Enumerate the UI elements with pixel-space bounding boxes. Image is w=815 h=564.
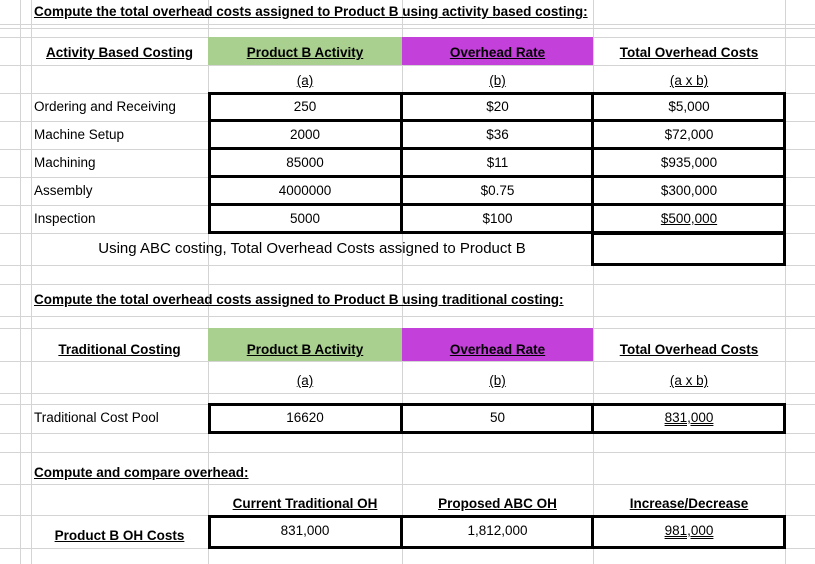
abc-row-label: Assembly: [34, 183, 93, 198]
compare-title: Compute and compare overhead:: [34, 465, 249, 480]
abc-table-border: [208, 92, 786, 234]
gridline-h: [0, 265, 815, 266]
abc-sub-b: (b): [489, 73, 506, 88]
gridline-h: [0, 65, 815, 66]
trad-header-label: Traditional Costing: [58, 342, 181, 357]
abc-row-rate[interactable]: $20: [486, 99, 509, 114]
compare-header-abc: Proposed ABC OH: [438, 496, 557, 511]
gridline-h: [0, 316, 815, 317]
header-fill-green-2: [208, 328, 402, 361]
abc-row-label: Machining: [34, 155, 96, 170]
trad-activity[interactable]: 16620: [286, 410, 324, 425]
abc-row-label: Machine Setup: [34, 127, 125, 142]
trad-sub-a: (a): [296, 373, 314, 388]
abc-row-total[interactable]: $72,000: [664, 127, 714, 142]
abc-row-rate[interactable]: $0.75: [480, 183, 515, 198]
abc-header-label: Activity Based Costing: [45, 45, 194, 60]
trad-header-activity: Product B Activity: [246, 342, 364, 357]
border: [208, 119, 786, 122]
trad-sub-b: (b): [489, 373, 506, 388]
traditional-title: Compute the total overhead costs assigne…: [34, 292, 564, 307]
abc-row-label: Ordering and Receiving: [34, 99, 176, 114]
gridline-h: [0, 452, 815, 453]
abc-row-activity[interactable]: 85000: [286, 155, 324, 170]
abc-row-activity[interactable]: 4000000: [278, 183, 332, 198]
compare-row-label: Product B OH Costs: [54, 528, 185, 543]
border: [591, 403, 594, 434]
trad-header-rate: Overhead Rate: [449, 342, 546, 357]
trad-table-border: [208, 403, 786, 434]
compare-diff-value[interactable]: 981,000: [664, 523, 714, 538]
border: [208, 203, 786, 206]
border: [208, 175, 786, 178]
gridline-v: [20, 0, 21, 564]
border: [591, 92, 594, 234]
gridline-h: [0, 484, 815, 485]
gridline-h: [0, 24, 815, 25]
abc-header-total: Total Overhead Costs: [619, 45, 759, 60]
trad-header-total: Total Overhead Costs: [619, 342, 759, 357]
gridline-h: [0, 361, 815, 362]
abc-row-activity[interactable]: 250: [293, 99, 317, 114]
compare-header-traditional: Current Traditional OH: [232, 496, 378, 511]
gridline-v: [31, 0, 32, 564]
abc-row-total[interactable]: $5,000: [668, 99, 710, 114]
trad-total[interactable]: 831,000: [664, 410, 714, 425]
abc-total-label: Using ABC costing, Total Overhead Costs …: [98, 240, 526, 257]
header-fill-purple-2: [402, 328, 593, 361]
abc-sub-axb: (a x b): [669, 73, 709, 88]
compare-traditional-value[interactable]: 831,000: [280, 523, 330, 538]
gridline-v: [208, 0, 209, 564]
gridline-v: [402, 0, 403, 564]
border: [400, 403, 403, 434]
abc-total-cell[interactable]: [591, 232, 786, 266]
compare-header-diff: Increase/Decrease: [629, 496, 749, 511]
border: [591, 515, 594, 549]
trad-row-label: Traditional Cost Pool: [34, 410, 159, 425]
gridline-v: [785, 0, 786, 564]
abc-row-total[interactable]: $935,000: [660, 155, 718, 170]
header-fill-purple: [402, 37, 593, 65]
header-fill-green: [208, 37, 402, 65]
border: [208, 147, 786, 150]
border: [400, 92, 403, 234]
abc-row-total[interactable]: $300,000: [660, 183, 718, 198]
abc-row-rate[interactable]: $100: [482, 211, 513, 226]
abc-row-rate[interactable]: $36: [486, 127, 509, 142]
compare-table-border: [208, 515, 786, 549]
abc-header-activity: Product B Activity: [246, 45, 364, 60]
trad-rate[interactable]: 50: [489, 410, 506, 425]
abc-row-rate[interactable]: $11: [486, 155, 509, 170]
trad-sub-axb: (a x b): [669, 373, 709, 388]
abc-row-activity[interactable]: 5000: [289, 211, 321, 226]
gridline-h: [0, 393, 815, 394]
gridline-h: [0, 28, 815, 29]
gridline-h: [0, 284, 815, 285]
border: [400, 515, 403, 549]
abc-row-total[interactable]: $500,000: [660, 211, 718, 226]
compare-abc-value[interactable]: 1,812,000: [467, 523, 528, 538]
abc-title: Compute the total overhead costs assigne…: [34, 4, 588, 19]
abc-row-label: Inspection: [34, 211, 96, 226]
abc-sub-a: (a): [296, 73, 314, 88]
gridline-v: [593, 0, 594, 564]
abc-header-rate: Overhead Rate: [449, 45, 546, 60]
abc-row-activity[interactable]: 2000: [289, 127, 321, 142]
